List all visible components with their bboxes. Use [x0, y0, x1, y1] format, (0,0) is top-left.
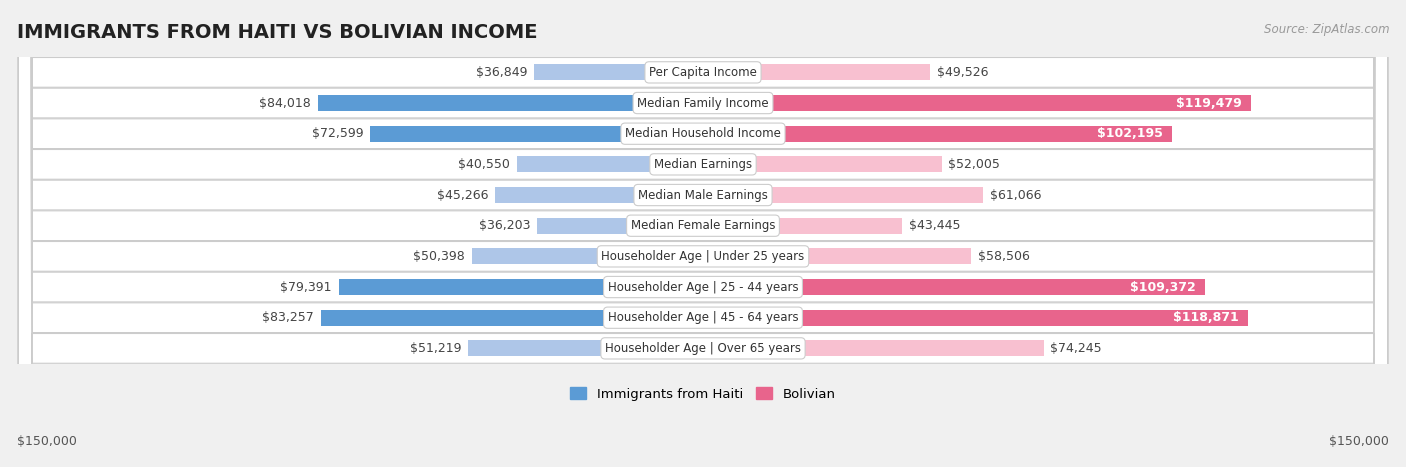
Text: $150,000: $150,000: [17, 435, 77, 448]
Bar: [370, 126, 703, 142]
Text: $61,066: $61,066: [990, 189, 1042, 202]
Bar: [703, 95, 1251, 111]
Bar: [468, 340, 703, 356]
Text: $36,203: $36,203: [478, 219, 530, 232]
Bar: [472, 248, 703, 264]
Bar: [703, 340, 1043, 356]
Text: $50,398: $50,398: [413, 250, 465, 263]
Text: Householder Age | Under 25 years: Householder Age | Under 25 years: [602, 250, 804, 263]
FancyBboxPatch shape: [18, 0, 1388, 467]
Text: $74,245: $74,245: [1050, 342, 1102, 355]
Text: Householder Age | 45 - 64 years: Householder Age | 45 - 64 years: [607, 311, 799, 324]
Bar: [703, 187, 983, 203]
Text: $119,479: $119,479: [1175, 97, 1241, 110]
Bar: [537, 218, 703, 234]
FancyBboxPatch shape: [18, 0, 1388, 467]
Bar: [703, 64, 931, 80]
FancyBboxPatch shape: [18, 0, 1388, 467]
Text: $83,257: $83,257: [263, 311, 315, 324]
Text: Median Female Earnings: Median Female Earnings: [631, 219, 775, 232]
FancyBboxPatch shape: [18, 0, 1388, 467]
Text: $58,506: $58,506: [979, 250, 1031, 263]
FancyBboxPatch shape: [18, 0, 1388, 467]
Text: $51,219: $51,219: [409, 342, 461, 355]
Bar: [703, 310, 1249, 325]
Bar: [495, 187, 703, 203]
Text: $49,526: $49,526: [936, 66, 988, 79]
Text: Median Earnings: Median Earnings: [654, 158, 752, 171]
Text: $52,005: $52,005: [949, 158, 1000, 171]
Text: $79,391: $79,391: [280, 281, 332, 294]
Text: $36,849: $36,849: [475, 66, 527, 79]
Text: Median Male Earnings: Median Male Earnings: [638, 189, 768, 202]
Text: $102,195: $102,195: [1097, 127, 1163, 140]
Text: $40,550: $40,550: [458, 158, 510, 171]
Bar: [703, 248, 972, 264]
FancyBboxPatch shape: [18, 0, 1388, 467]
FancyBboxPatch shape: [18, 0, 1388, 467]
Bar: [703, 156, 942, 172]
Bar: [321, 310, 703, 325]
Text: $45,266: $45,266: [437, 189, 488, 202]
FancyBboxPatch shape: [18, 0, 1388, 467]
FancyBboxPatch shape: [18, 0, 1388, 467]
Text: $72,599: $72,599: [312, 127, 363, 140]
Bar: [703, 126, 1171, 142]
Bar: [517, 156, 703, 172]
Text: $118,871: $118,871: [1173, 311, 1239, 324]
Bar: [703, 279, 1205, 295]
Text: $84,018: $84,018: [259, 97, 311, 110]
Bar: [339, 279, 703, 295]
Bar: [318, 95, 703, 111]
Text: Per Capita Income: Per Capita Income: [650, 66, 756, 79]
FancyBboxPatch shape: [18, 0, 1388, 467]
Text: Median Household Income: Median Household Income: [626, 127, 780, 140]
Text: IMMIGRANTS FROM HAITI VS BOLIVIAN INCOME: IMMIGRANTS FROM HAITI VS BOLIVIAN INCOME: [17, 23, 537, 42]
Text: Householder Age | Over 65 years: Householder Age | Over 65 years: [605, 342, 801, 355]
Text: Householder Age | 25 - 44 years: Householder Age | 25 - 44 years: [607, 281, 799, 294]
Text: Source: ZipAtlas.com: Source: ZipAtlas.com: [1264, 23, 1389, 36]
Text: Median Family Income: Median Family Income: [637, 97, 769, 110]
Text: $150,000: $150,000: [1329, 435, 1389, 448]
Text: $43,445: $43,445: [910, 219, 960, 232]
Bar: [534, 64, 703, 80]
Text: $109,372: $109,372: [1130, 281, 1195, 294]
Bar: [703, 218, 903, 234]
Legend: Immigrants from Haiti, Bolivian: Immigrants from Haiti, Bolivian: [565, 382, 841, 406]
